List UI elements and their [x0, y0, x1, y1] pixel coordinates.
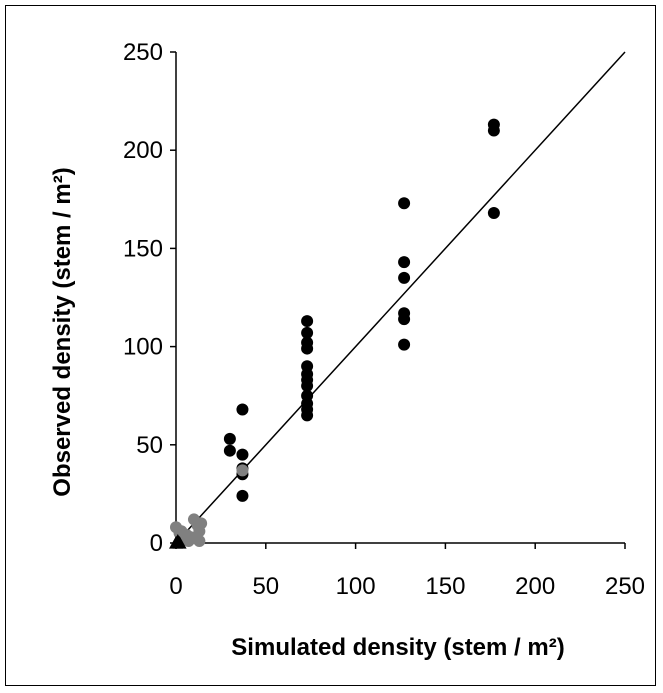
- x-tick-label: 50: [252, 573, 279, 600]
- black-circle-point: [236, 448, 249, 461]
- y-tick-label: 50: [136, 432, 163, 459]
- y-tick-label: 250: [123, 39, 163, 66]
- black-circle-point: [398, 271, 411, 284]
- black-circle-point: [236, 489, 249, 502]
- x-tick-label: 0: [169, 573, 182, 600]
- black-circle-point: [398, 338, 411, 351]
- gray-circle-point: [195, 517, 208, 530]
- black-circle-point: [487, 207, 500, 220]
- black-circle-point: [223, 432, 236, 445]
- black-circle-point: [301, 379, 314, 392]
- y-tick-label: 200: [123, 137, 163, 164]
- gray-circle-point: [184, 531, 197, 544]
- black-circle-point: [398, 313, 411, 326]
- x-tick-label: 150: [425, 573, 465, 600]
- chart-frame: [5, 5, 656, 686]
- black-circle-point: [301, 326, 314, 339]
- black-circle-point: [223, 444, 236, 457]
- black-circle-point: [398, 197, 411, 210]
- y-tick-label: 0: [150, 530, 163, 557]
- y-axis-title: Observed density (stem / m²): [49, 167, 76, 496]
- black-circle-point: [487, 124, 500, 137]
- black-circle-point: [301, 342, 314, 355]
- black-circle-point: [398, 256, 411, 269]
- black-circle-point: [236, 403, 249, 416]
- black-circle-point: [301, 409, 314, 422]
- x-tick-label: 200: [515, 573, 555, 600]
- gray-circle-point: [193, 535, 206, 548]
- triangle-point: [172, 536, 187, 549]
- x-axis-title: Simulated density (stem / m²): [231, 634, 564, 661]
- y-tick-label: 100: [123, 334, 163, 361]
- y-tick-label: 150: [123, 235, 163, 262]
- x-tick-label: 250: [605, 573, 645, 600]
- one-to-one-line: [175, 51, 626, 544]
- gray-circle-point: [236, 464, 249, 477]
- x-tick-label: 100: [336, 573, 376, 600]
- tick-labels: 0 50 100 150 200 250 0 50 100 150 200 250: [123, 39, 645, 600]
- black-circle-point: [301, 315, 314, 328]
- data-points: [169, 51, 626, 549]
